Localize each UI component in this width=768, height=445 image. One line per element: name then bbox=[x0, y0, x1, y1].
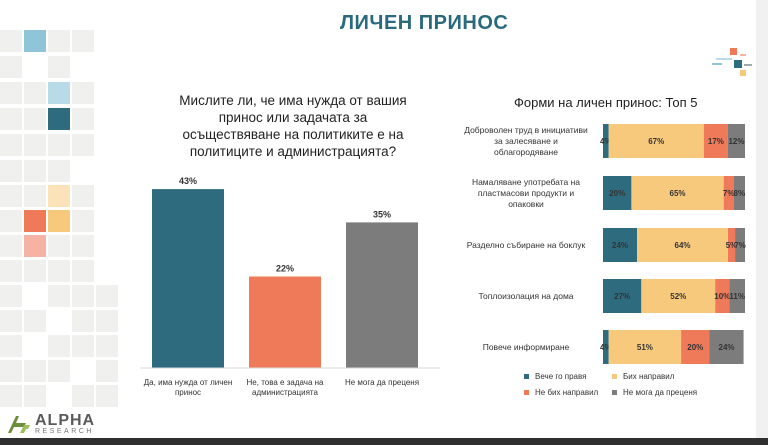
segment-value-label: 7% bbox=[723, 189, 735, 198]
category-label: Не мога да преценя bbox=[345, 378, 419, 387]
category-label: Да, има нужда от личен bbox=[144, 378, 232, 387]
bar-value-label: 43% bbox=[179, 176, 197, 186]
bar-2 bbox=[249, 276, 321, 368]
category-label: за залесяване и bbox=[494, 136, 558, 146]
segment-1 bbox=[603, 124, 609, 158]
legend-label: Не бих направил bbox=[535, 388, 599, 397]
segment-1 bbox=[603, 279, 642, 313]
category-label: Топлоизолация на дома bbox=[478, 291, 573, 301]
category-label: опаковки bbox=[508, 199, 544, 209]
legend-item-already: Вече го правя bbox=[524, 372, 587, 381]
segment-1 bbox=[603, 330, 609, 364]
segment-value-label: 4% bbox=[600, 137, 612, 146]
segment-value-label: 10% bbox=[714, 292, 730, 301]
legend-item-would: Бих направил bbox=[612, 372, 674, 381]
segment-value-label: 20% bbox=[609, 189, 625, 198]
decorative-squares bbox=[712, 48, 752, 76]
segment-value-label: 8% bbox=[734, 189, 746, 198]
category-label: Повече информиране bbox=[483, 342, 570, 352]
segment-value-label: 5% bbox=[726, 241, 738, 250]
segment-4 bbox=[709, 330, 744, 364]
segment-value-label: 12% bbox=[728, 137, 744, 146]
category-label: Разделно събиране на боклук bbox=[467, 240, 586, 250]
alpha-logo-icon bbox=[8, 416, 30, 433]
segment-2 bbox=[631, 176, 724, 210]
segment-value-label: 24% bbox=[612, 241, 628, 250]
right-frame bbox=[756, 0, 768, 445]
segment-2 bbox=[637, 228, 728, 262]
segment-value-label: 24% bbox=[719, 343, 735, 352]
legend-swatch bbox=[524, 374, 529, 379]
left-chart-title: Мислите ли, че има нужда от вашия принос… bbox=[179, 93, 407, 159]
segment-4 bbox=[729, 279, 745, 313]
category-label: Доброволен труд в инициативи bbox=[464, 125, 588, 135]
segment-3 bbox=[715, 279, 730, 313]
legend-item-would-not: Не бих направил bbox=[524, 388, 598, 397]
segment-2 bbox=[641, 279, 716, 313]
decorative-tile-grid bbox=[0, 30, 118, 407]
category-label: Намаляване употребата на bbox=[472, 177, 580, 187]
segment-value-label: 67% bbox=[648, 137, 664, 146]
legend-swatch bbox=[524, 390, 529, 395]
bar-value-label: 22% bbox=[276, 263, 294, 273]
legend-label: Не мога да преценя bbox=[623, 388, 698, 397]
category-label: пластмасови продукти и bbox=[478, 188, 575, 198]
bottom-frame bbox=[0, 438, 768, 445]
category-label: принос bbox=[175, 388, 201, 397]
right-chart-title: Форми на личен принос: Топ 5 bbox=[514, 95, 698, 110]
category-label: облагородяване bbox=[494, 147, 558, 157]
segment-3 bbox=[723, 176, 734, 210]
segment-1 bbox=[603, 228, 638, 262]
segment-2 bbox=[608, 124, 704, 158]
logo-name: ALPHA bbox=[35, 411, 96, 429]
segment-value-label: 51% bbox=[637, 343, 653, 352]
legend-swatch bbox=[612, 374, 617, 379]
segment-4 bbox=[735, 228, 745, 262]
segment-value-label: 64% bbox=[675, 241, 691, 250]
segment-value-label: 11% bbox=[729, 292, 745, 301]
logo-subtitle: RESEARCH bbox=[35, 427, 94, 435]
segment-4 bbox=[727, 124, 745, 158]
bar-3 bbox=[346, 222, 418, 368]
segment-value-label: 27% bbox=[614, 292, 630, 301]
legend-item-cannot-judge: Не мога да преценя bbox=[612, 388, 697, 397]
segment-value-label: 17% bbox=[708, 137, 724, 146]
segment-value-label: 7% bbox=[734, 241, 746, 250]
legend-swatch bbox=[612, 390, 617, 395]
category-label: Не, това е задача на bbox=[247, 378, 325, 387]
segment-1 bbox=[603, 176, 632, 210]
segment-3 bbox=[703, 124, 728, 158]
segment-3 bbox=[727, 228, 736, 262]
segment-value-label: 20% bbox=[687, 343, 703, 352]
segment-value-label: 4% bbox=[600, 343, 612, 352]
segment-value-label: 52% bbox=[670, 292, 686, 301]
segment-value-label: 65% bbox=[670, 189, 686, 198]
segment-3 bbox=[681, 330, 710, 364]
page-title: ЛИЧЕН ПРИНОС bbox=[340, 12, 509, 34]
segment-4 bbox=[733, 176, 745, 210]
legend-label: Вече го правя bbox=[535, 372, 587, 381]
bar-value-label: 35% bbox=[373, 209, 391, 219]
category-label: администрацията bbox=[252, 388, 318, 397]
bar-1 bbox=[152, 189, 224, 368]
legend-label: Бих направил bbox=[623, 372, 675, 381]
alpha-research-logo: ALPHA RESEARCH bbox=[6, 410, 95, 438]
segment-2 bbox=[608, 330, 682, 364]
